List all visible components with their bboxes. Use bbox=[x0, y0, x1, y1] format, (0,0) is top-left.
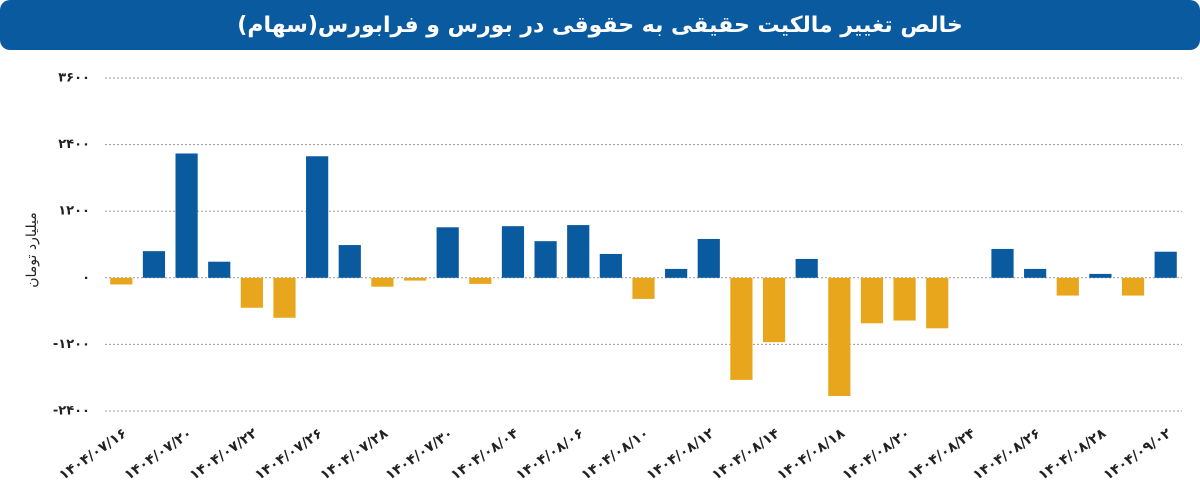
x-tick-label: ۱۴۰۴/۰۸/۱۴ bbox=[709, 425, 783, 483]
y-tick-label: ۰ bbox=[82, 270, 90, 285]
x-tick-label: ۱۴۰۴/۰۸/۲۰ bbox=[840, 425, 914, 483]
bar bbox=[436, 227, 459, 278]
bar bbox=[403, 277, 427, 281]
title-banner bbox=[0, 0, 1200, 50]
bar bbox=[893, 277, 916, 321]
x-tick-label: ۱۴۰۴/۰۸/۰۴ bbox=[448, 425, 522, 483]
bar bbox=[534, 241, 557, 278]
bar bbox=[860, 277, 884, 324]
x-tick-label: ۱۴۰۴/۰۹/۰۲ bbox=[1101, 425, 1175, 483]
bar bbox=[1089, 273, 1112, 278]
x-tick-label: ۱۴۰۴/۰۸/۱۰ bbox=[579, 425, 653, 483]
x-tick-label: ۱۴۰۴/۰۸/۲۴ bbox=[905, 425, 979, 483]
bar bbox=[1121, 277, 1145, 296]
y-tick-label: ۲۴۰۰ bbox=[58, 137, 90, 152]
bar bbox=[926, 277, 949, 329]
bar bbox=[208, 261, 231, 278]
bar bbox=[632, 277, 655, 299]
x-tick-label: ۱۴۰۴/۰۸/۱۸ bbox=[774, 425, 848, 483]
y-tick-label: -۲۴۰۰ bbox=[53, 404, 90, 419]
x-tick-label: ۱۴۰۴/۰۷/۲۰ bbox=[122, 425, 196, 483]
bar bbox=[762, 277, 786, 343]
x-tick-label: ۱۴۰۴/۰۷/۱۶ bbox=[56, 425, 130, 483]
y-tick-label: ۳۶۰۰ bbox=[58, 71, 90, 86]
x-tick-label: ۱۴۰۴/۰۷/۲۶ bbox=[252, 425, 326, 483]
bar bbox=[828, 277, 851, 397]
chart-title: خالص تغییر مالکیت حقیقی به حقوقی در بورس… bbox=[237, 13, 962, 38]
bar bbox=[110, 277, 133, 285]
bar bbox=[1024, 268, 1047, 278]
bar bbox=[665, 268, 688, 278]
bar bbox=[338, 245, 361, 278]
bar bbox=[469, 277, 492, 284]
bar bbox=[273, 277, 296, 318]
y-tick-label: ۱۲۰۰ bbox=[58, 204, 90, 219]
bar bbox=[1056, 277, 1079, 296]
x-tick-label: ۱۴۰۴/۰۷/۲۲ bbox=[187, 425, 261, 483]
bar bbox=[599, 253, 622, 278]
bar bbox=[697, 238, 720, 278]
x-tick-label: ۱۴۰۴/۰۷/۳۰ bbox=[383, 425, 457, 483]
y-axis-label: میلیارد تومان bbox=[24, 212, 40, 287]
bar bbox=[142, 251, 166, 278]
bar bbox=[1154, 251, 1177, 278]
bar bbox=[175, 153, 198, 278]
bar bbox=[567, 225, 590, 278]
x-tick-label: ۱۴۰۴/۰۸/۲۶ bbox=[970, 425, 1044, 483]
bar bbox=[991, 248, 1014, 278]
x-tick-label: ۱۴۰۴/۰۷/۲۸ bbox=[317, 425, 391, 483]
y-tick-label: -۱۲۰۰ bbox=[53, 337, 90, 352]
bar bbox=[501, 226, 525, 278]
bar bbox=[730, 277, 753, 380]
bar bbox=[371, 277, 394, 287]
x-tick-label: ۱۴۰۴/۰۸/۲۸ bbox=[1035, 425, 1109, 483]
x-tick-label: ۱۴۰۴/۰۸/۰۶ bbox=[513, 425, 587, 483]
bar bbox=[795, 258, 818, 278]
x-tick-label: ۱۴۰۴/۰۸/۱۲ bbox=[644, 425, 718, 483]
bar bbox=[240, 277, 263, 308]
bar bbox=[306, 156, 329, 278]
